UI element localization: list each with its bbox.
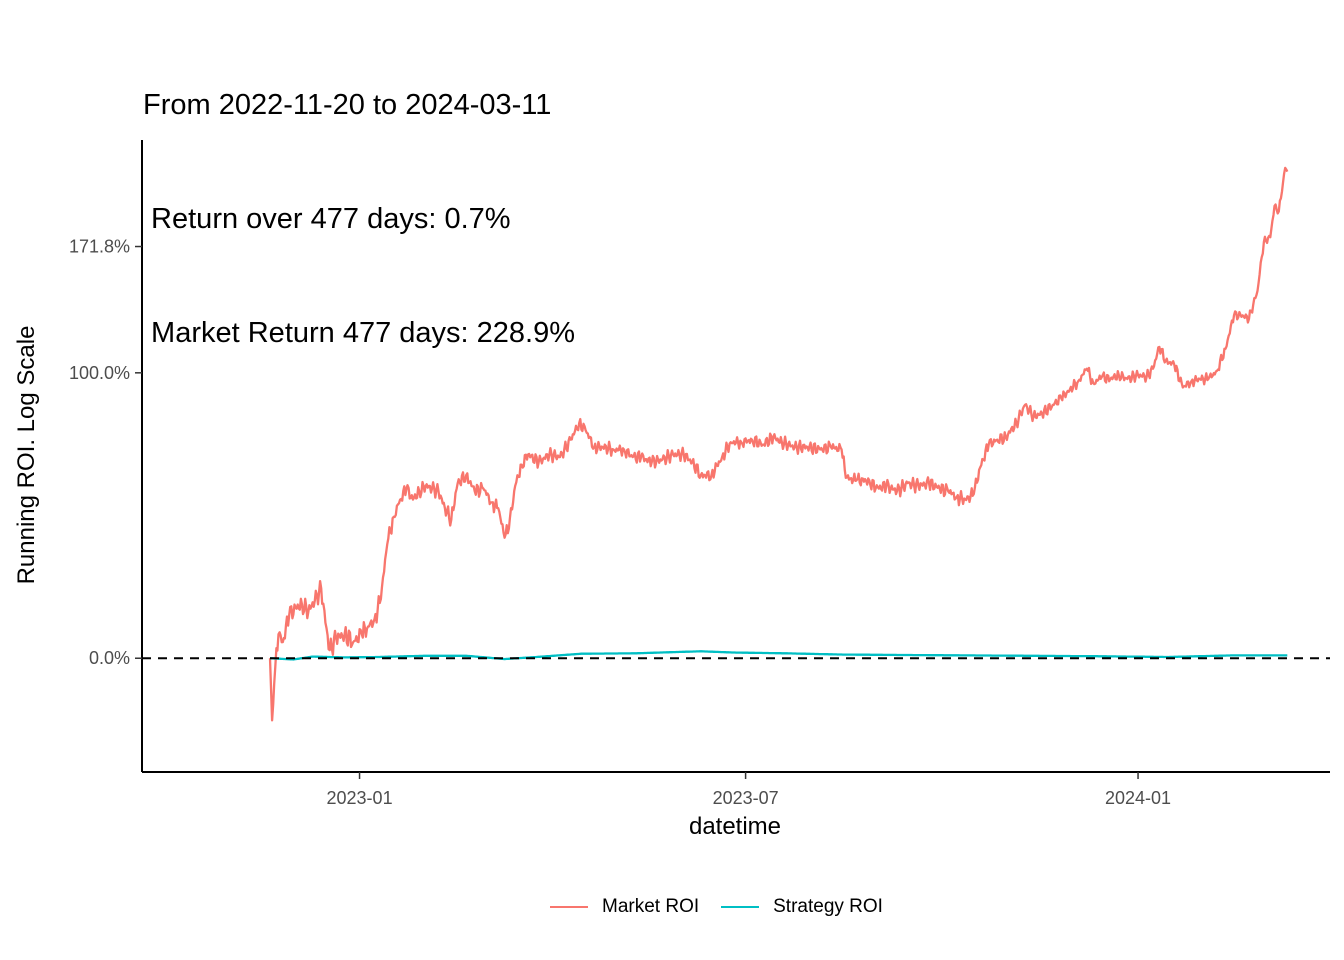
y-axis-title: Running ROI. Log Scale xyxy=(13,326,40,585)
legend-item-market: Market ROI xyxy=(550,896,699,918)
strategy-roi-line xyxy=(269,650,1288,661)
legend-key-strategy xyxy=(721,906,760,908)
legend-item-strategy: Strategy ROI xyxy=(721,896,883,918)
y-tick-label: 0.0% xyxy=(89,648,130,668)
legend-label-market: Market ROI xyxy=(602,896,700,917)
title-line-strategy-return: Return over 477 days: 0.7% xyxy=(143,203,511,235)
x-tick-label: 2024-01 xyxy=(1105,788,1171,808)
series-layer xyxy=(268,166,1289,722)
y-tick-label: 100.0% xyxy=(69,363,130,383)
chart-title: From 2022-11-20 to 2024-03-11 Return ove… xyxy=(143,10,575,390)
title-line-market-return: Market Return 477 days: 228.9% xyxy=(143,317,576,349)
x-tick-label: 2023-01 xyxy=(327,788,393,808)
x-tick-label: 2023-07 xyxy=(713,788,779,808)
axes xyxy=(141,140,1330,773)
market-roi-line xyxy=(268,166,1289,722)
ticks: 2023-01 2023-07 2024-01 0.0% 100.0% 171.8% xyxy=(69,237,1171,808)
legend: Market ROI Strategy ROI xyxy=(550,896,905,918)
legend-key-market xyxy=(550,906,588,908)
legend-label-strategy: Strategy ROI xyxy=(773,896,883,917)
x-axis-title: datetime xyxy=(689,813,781,840)
y-tick-label: 171.8% xyxy=(69,237,130,257)
title-line-date-range: From 2022-11-20 to 2024-03-11 xyxy=(143,89,552,121)
